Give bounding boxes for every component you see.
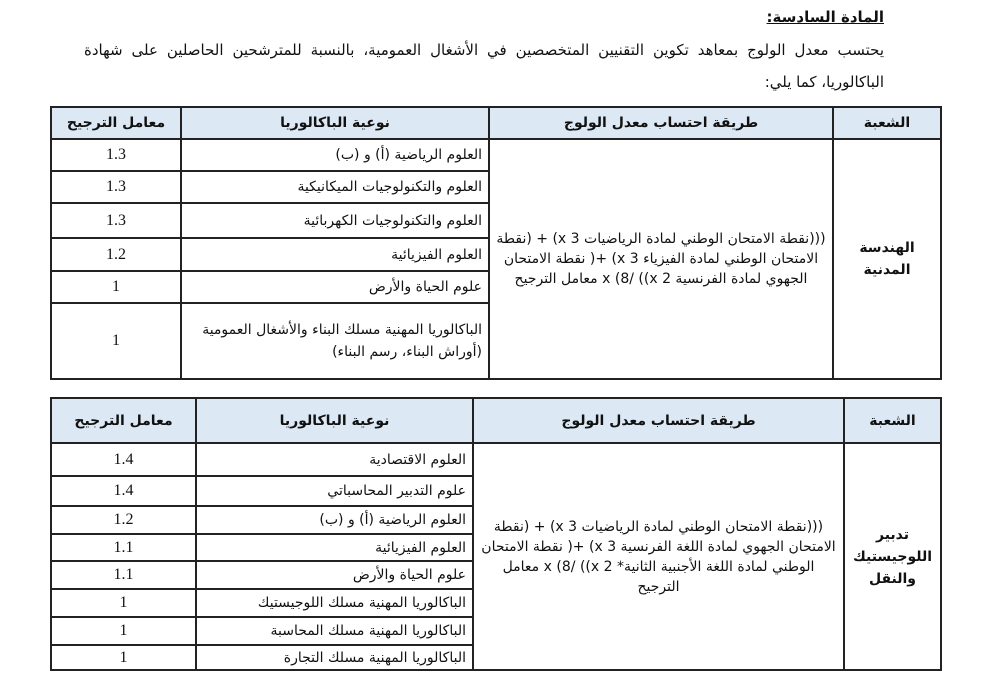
coefficient-cell: 1.3 — [50, 202, 182, 239]
coefficient-cell: 1.4 — [50, 442, 197, 477]
table-row: الباكالوريا المهنية مسلك اللوجيستيك 1 — [50, 588, 941, 618]
coefficient-cell: 1 — [50, 588, 197, 618]
bac-type-cell: علوم التدبير المحاسباتي — [195, 475, 474, 507]
coefficient-cell: 1.3 — [50, 170, 182, 204]
table-row: علوم الحياة والأرض 1.1 — [50, 560, 941, 590]
coefficient-cell: 1.2 — [50, 505, 197, 535]
bac-type-cell: العلوم والتكنولوجيات الميكانيكية — [180, 170, 490, 204]
header-bac-type: نوعية الباكالوريا — [195, 397, 474, 444]
coefficient-cell: 1 — [50, 270, 182, 304]
branch-cell: تدبير اللوجيستيك والنقل — [843, 442, 942, 671]
formula-cell: (((نقطة الامتحان الوطني لمادة الرياضيات … — [472, 442, 845, 671]
coefficient-cell: 1.1 — [50, 560, 197, 590]
table-row: الهندسة المدنية (((نقطة الامتحان الوطني … — [50, 138, 942, 380]
coefficient-cell: 1.2 — [50, 237, 182, 272]
bac-type-cell: العلوم الاقتصادية — [195, 442, 474, 477]
bac-type-cell: الباكالوريا المهنية مسلك البناء والأشغال… — [180, 302, 490, 380]
header-coefficient: معامل الترجيح — [50, 106, 182, 140]
table-row: الباكالوريا المهنية مسلك البناء والأشغال… — [50, 302, 941, 380]
table-row: علوم الحياة والأرض 1 — [50, 270, 941, 304]
table-row: العلوم الرياضية (أ) و (ب) 1.2 — [50, 505, 941, 535]
logistics-transport-table: الشعبة طريقة احتساب معدل الولوج نوعية ال… — [50, 397, 942, 671]
coefficient-cell: 1.4 — [50, 475, 197, 507]
table-row: العلوم والتكنولوجيات الكهربائية 1.3 — [50, 202, 941, 239]
coefficient-cell: 1.3 — [50, 138, 182, 172]
header-branch: الشعبة — [843, 397, 942, 444]
bac-type-cell: العلوم الفيزيائية — [195, 533, 474, 562]
branch-cell: الهندسة المدنية — [832, 138, 942, 380]
bac-type-cell: الباكالوريا المهنية مسلك المحاسبة — [195, 616, 474, 646]
bac-type-cell: العلوم الرياضية (أ) و (ب) — [180, 138, 490, 172]
bac-type-cell: العلوم والتكنولوجيات الكهربائية — [180, 202, 490, 239]
bac-type-cell: الباكالوريا المهنية مسلك التجارة — [195, 644, 474, 671]
header-formula: طريقة احتساب معدل الولوج — [472, 397, 845, 444]
article-heading: المادة السادسة: — [766, 8, 884, 26]
table-row: علوم التدبير المحاسباتي 1.4 — [50, 475, 941, 507]
bac-type-cell: علوم الحياة والأرض — [195, 560, 474, 590]
table-row: الباكالوريا المهنية مسلك المحاسبة 1 — [50, 616, 941, 646]
table-row: العلوم والتكنولوجيات الميكانيكية 1.3 — [50, 170, 941, 204]
header-bac-type: نوعية الباكالوريا — [180, 106, 490, 140]
bac-type-cell: العلوم الرياضية (أ) و (ب) — [195, 505, 474, 535]
header-coefficient: معامل الترجيح — [50, 397, 197, 444]
table-row: تدبير اللوجيستيك والنقل (((نقطة الامتحان… — [50, 442, 942, 671]
coefficient-cell: 1 — [50, 644, 197, 671]
table-row: العلوم الفيزيائية 1.2 — [50, 237, 941, 272]
coefficient-cell: 1 — [50, 302, 182, 380]
table-row: الباكالوريا المهنية مسلك التجارة 1 — [50, 644, 941, 671]
intro-paragraph: يحتسب معدل الولوج بمعاهد تكوين التقنيين … — [84, 41, 884, 91]
table-row: العلوم الفيزيائية 1.1 — [50, 533, 941, 562]
header-branch: الشعبة — [832, 106, 942, 140]
bac-type-cell: الباكالوريا المهنية مسلك اللوجيستيك — [195, 588, 474, 618]
civil-engineering-table: الشعبة طريقة احتساب معدل الولوج نوعية ال… — [50, 106, 942, 380]
formula-cell: (((نقطة الامتحان الوطني لمادة الرياضيات … — [488, 138, 834, 380]
coefficient-cell: 1 — [50, 616, 197, 646]
header-formula: طريقة احتساب معدل الولوج — [488, 106, 834, 140]
bac-type-cell: علوم الحياة والأرض — [180, 270, 490, 304]
coefficient-cell: 1.1 — [50, 533, 197, 562]
bac-type-cell: العلوم الفيزيائية — [180, 237, 490, 272]
